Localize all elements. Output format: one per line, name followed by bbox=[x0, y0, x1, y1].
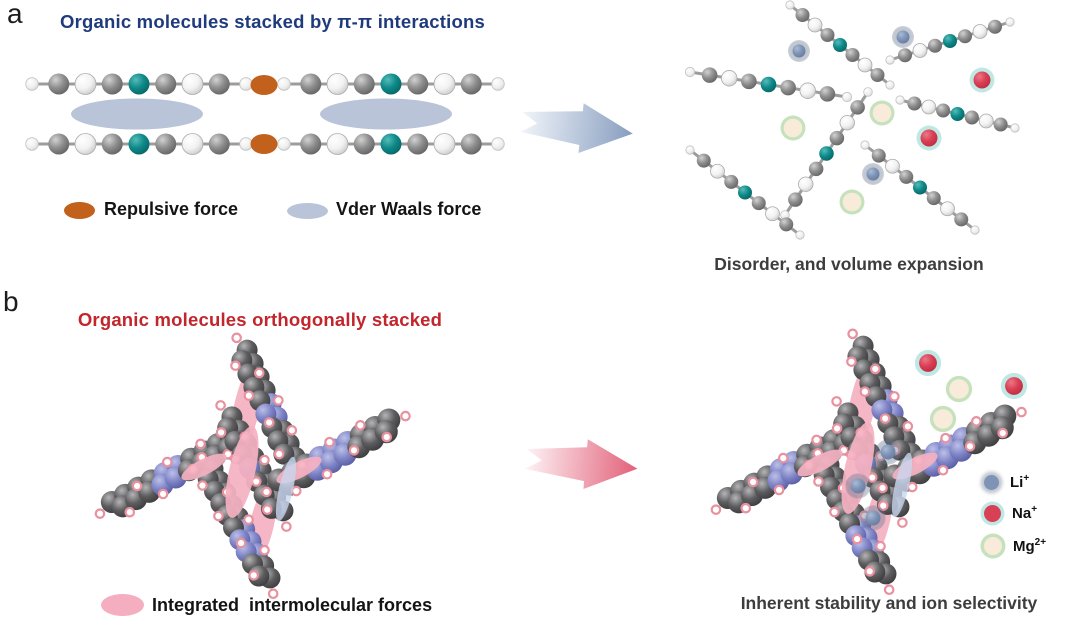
panel-b-title: Organic molecules orthogonally stacked bbox=[77, 309, 443, 330]
ion-legend-li: Li+ bbox=[984, 473, 1029, 491]
panel-b-label: b bbox=[3, 286, 19, 317]
repulsive-force-swatch bbox=[64, 202, 95, 219]
li-ion-label: Li+ bbox=[1010, 473, 1030, 491]
panel-a-caption: Disorder, and volume expansion bbox=[714, 254, 984, 274]
integrated-forces-swatch bbox=[101, 594, 144, 616]
panel-b-caption: Inherent stability and ion selectivity bbox=[740, 593, 1038, 613]
vdw-force-label: Vder Waals force bbox=[336, 199, 482, 219]
repulsive-force-label: Repulsive force bbox=[104, 199, 239, 219]
vdw-force-swatch bbox=[287, 203, 328, 219]
na-ion-swatch bbox=[984, 504, 1001, 522]
panel-a-label: a bbox=[7, 0, 23, 29]
panel-a-title: Organic molecules stacked by π-π interac… bbox=[60, 11, 485, 32]
ion-legend-mg: Mg2+ bbox=[984, 537, 1046, 555]
mg-ion-swatch bbox=[984, 537, 1002, 555]
ion-legend-na: Na+ bbox=[984, 504, 1037, 522]
mg-ion-label: Mg2+ bbox=[1013, 537, 1047, 555]
li-ion-swatch bbox=[984, 474, 999, 490]
integrated-forces-label: Integrated intermolecular forces bbox=[152, 595, 433, 615]
na-ion-label: Na+ bbox=[1012, 504, 1038, 522]
